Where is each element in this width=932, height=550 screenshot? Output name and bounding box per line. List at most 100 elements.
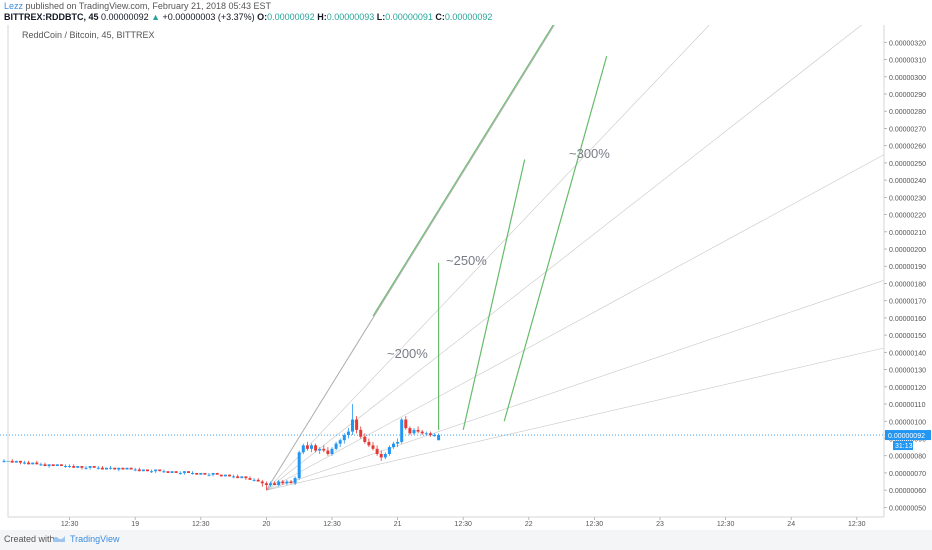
candle-body bbox=[420, 431, 424, 434]
annotation-label: ~250% bbox=[446, 253, 487, 268]
candle-body bbox=[400, 419, 404, 442]
candle-body bbox=[141, 469, 145, 472]
candle-body bbox=[416, 429, 420, 432]
candle-body bbox=[256, 479, 260, 482]
candle-body bbox=[412, 429, 416, 434]
candle-body bbox=[424, 433, 428, 435]
candle-body bbox=[342, 435, 346, 441]
last-price: 0.00000092 bbox=[101, 12, 149, 22]
tradingview-link[interactable]: TradingView bbox=[70, 534, 120, 544]
candle-body bbox=[215, 472, 219, 475]
candle-body bbox=[84, 467, 88, 469]
candle-body bbox=[166, 471, 170, 473]
candle-body bbox=[80, 466, 84, 468]
candle-body bbox=[191, 472, 195, 474]
open-label: O: bbox=[257, 12, 268, 22]
time-tick-label: 12:30 bbox=[61, 521, 79, 528]
candle-body bbox=[223, 474, 227, 477]
candle-body bbox=[371, 445, 375, 449]
price-tick-label: 0.00000150 bbox=[889, 333, 926, 340]
up-arrow-icon: ▲ bbox=[151, 12, 161, 22]
candle-body bbox=[129, 467, 133, 470]
candle-body bbox=[162, 471, 166, 473]
price-tick-label: 0.00000240 bbox=[889, 178, 926, 185]
chart-title: ReddCoin / Bitcoin, 45, BITTREX bbox=[22, 30, 155, 40]
candle-body bbox=[285, 481, 289, 484]
low-value: 0.00000091 bbox=[385, 12, 433, 22]
candle-body bbox=[404, 419, 408, 429]
candle-body bbox=[379, 453, 383, 458]
candle-body bbox=[43, 464, 47, 467]
candle-body bbox=[326, 450, 330, 454]
time-tick-label: 12:30 bbox=[323, 521, 341, 528]
price-tick-label: 0.00000130 bbox=[889, 368, 926, 375]
candle-body bbox=[351, 419, 354, 432]
time-axis[interactable]: 12:30 19 12:30 20 12:30 21 12:30 22 12:30 23 12:30… bbox=[61, 517, 866, 528]
candle-body bbox=[199, 472, 203, 475]
price-tick-label: 0.00000270 bbox=[889, 126, 926, 133]
tradingview-logo-icon bbox=[53, 536, 65, 542]
low-label: L: bbox=[376, 12, 386, 22]
candle-body bbox=[359, 429, 363, 437]
candle-body bbox=[68, 466, 72, 468]
candle-body bbox=[100, 467, 104, 470]
annotation-label: ~300% bbox=[569, 146, 610, 161]
candle-body bbox=[236, 476, 240, 479]
candle-body bbox=[219, 474, 223, 477]
symbol-label: BITTREX:RDDBTC, 45 bbox=[4, 12, 99, 22]
candle-body bbox=[64, 466, 67, 468]
candle-body bbox=[76, 466, 80, 468]
candle-body bbox=[150, 471, 154, 473]
candle-body bbox=[318, 448, 322, 451]
chart-area[interactable]: ~200% ~250% ~300% 0.00000050 0.00000060 0.00… bbox=[0, 24, 932, 535]
candle-body bbox=[273, 483, 277, 485]
author-link[interactable]: Lezz bbox=[4, 1, 24, 11]
candle-body bbox=[39, 464, 43, 466]
candle-body bbox=[96, 467, 100, 469]
candle-body bbox=[363, 436, 367, 442]
candle-body bbox=[92, 466, 96, 468]
candle-body bbox=[10, 460, 14, 463]
candle-body bbox=[437, 435, 441, 441]
candle-body bbox=[154, 469, 158, 472]
price-tick-label: 0.00000100 bbox=[889, 419, 926, 426]
price-tick-label: 0.00000220 bbox=[889, 213, 926, 220]
close-label: C: bbox=[435, 12, 445, 22]
candle-body bbox=[35, 462, 39, 465]
candle-body bbox=[125, 467, 129, 470]
price-tick-label: 0.00000300 bbox=[889, 75, 926, 82]
time-tick-label: 24 bbox=[787, 521, 795, 528]
price-axis[interactable]: 0.00000050 0.00000060 0.00000070 0.00000080… bbox=[884, 40, 931, 512]
fan-line bbox=[266, 154, 885, 491]
published-text: published on TradingView.com, February 2… bbox=[23, 1, 272, 11]
candle-body bbox=[408, 428, 412, 434]
price-tick-label: 0.00000060 bbox=[889, 488, 926, 495]
chart-header: Lezz published on TradingView.com, Febru… bbox=[0, 0, 932, 26]
price-tick-label: 0.00000310 bbox=[889, 58, 926, 65]
annotation-line bbox=[462, 159, 526, 431]
candle-body bbox=[105, 467, 108, 470]
candle-body bbox=[18, 460, 22, 463]
price-tick-label: 0.00000260 bbox=[889, 144, 926, 151]
price-tick-label: 0.00000140 bbox=[889, 350, 926, 357]
price-tick-label: 0.00000200 bbox=[889, 247, 926, 254]
candle-body bbox=[277, 481, 281, 485]
candle-body bbox=[346, 431, 350, 436]
fan-line bbox=[266, 280, 885, 491]
candle-body bbox=[383, 453, 387, 458]
candle-body bbox=[121, 467, 125, 470]
candle-body bbox=[310, 445, 313, 449]
candle-body bbox=[14, 460, 18, 463]
current-price-label: 0.00000092 bbox=[888, 433, 925, 440]
candle-body bbox=[51, 464, 55, 467]
candle-body bbox=[355, 419, 359, 430]
candle-body bbox=[281, 481, 285, 484]
candle-body bbox=[334, 443, 338, 449]
price-tick-label: 0.00000230 bbox=[889, 195, 926, 202]
footer: Created with TradingView bbox=[0, 530, 932, 550]
candle-body bbox=[113, 467, 117, 470]
candle-body bbox=[72, 466, 76, 468]
candle-body bbox=[170, 471, 174, 473]
price-chart[interactable]: ~200%~250%~300% 0.000000500.000000600.00… bbox=[0, 24, 932, 530]
price-tick-label: 0.00000280 bbox=[889, 109, 926, 116]
